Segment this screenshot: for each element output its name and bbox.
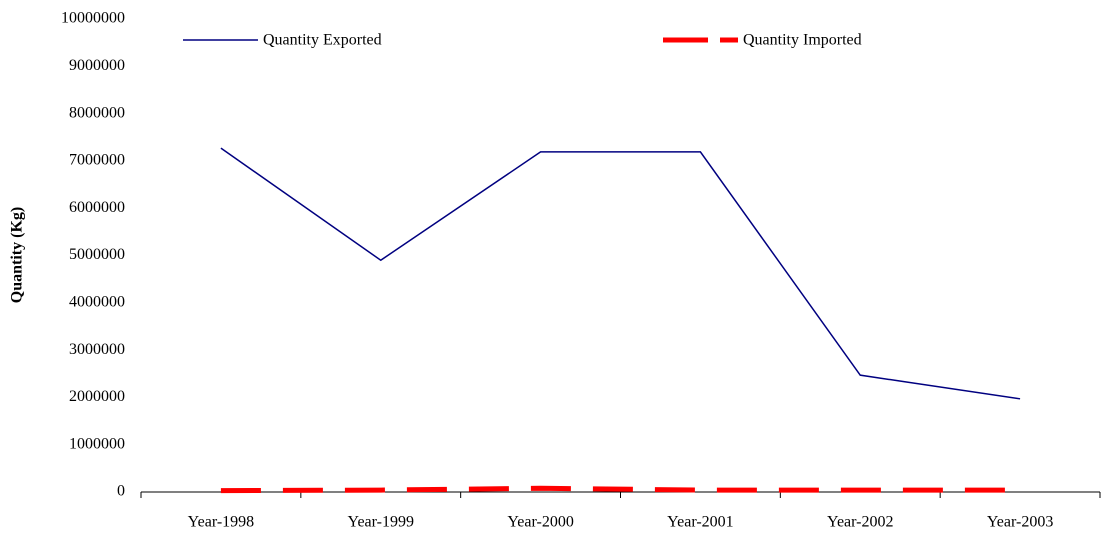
series-line xyxy=(220,485,1021,494)
x-tick-label: Year-1998 xyxy=(188,514,255,531)
y-tick-label: 8000000 xyxy=(69,104,125,121)
legend-label: Quantity Imported xyxy=(743,32,862,49)
y-tick-label: 10000000 xyxy=(61,10,125,27)
y-tick-label: 5000000 xyxy=(69,246,125,263)
y-tick-label: 4000000 xyxy=(69,293,125,310)
series-line xyxy=(220,147,1021,400)
y-tick-label: 7000000 xyxy=(69,152,125,169)
x-tick-label: Year-2000 xyxy=(507,514,574,531)
y-tick-label: 6000000 xyxy=(69,199,125,216)
x-tick-label: Year-2002 xyxy=(827,514,894,531)
y-tick-label: 3000000 xyxy=(69,341,125,358)
y-tick-label: 2000000 xyxy=(69,388,125,405)
x-tick-label: Year-1999 xyxy=(348,514,415,531)
y-tick-label: 9000000 xyxy=(69,57,125,74)
legend-label: Quantity Exported xyxy=(263,32,382,49)
x-tick-label: Year-2001 xyxy=(667,514,734,531)
y-tick-label: 1000000 xyxy=(69,435,125,452)
y-axis-label: Quantity (Kg) xyxy=(9,207,26,303)
x-tick-label: Year-2003 xyxy=(987,514,1054,531)
y-tick-label: 0 xyxy=(117,483,125,500)
